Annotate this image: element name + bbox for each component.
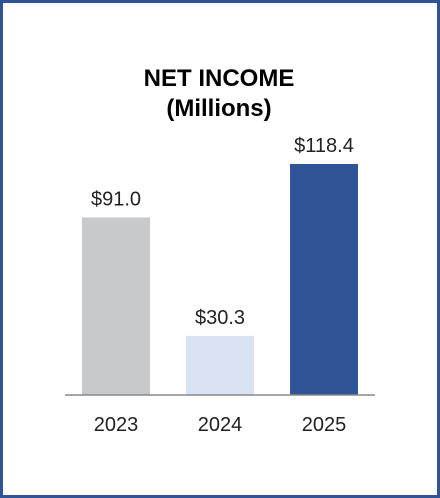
bars-group: $91.0 $30.3 $118.4 <box>82 135 358 395</box>
chart-title: NET INCOME <box>144 65 295 92</box>
bar-2023 <box>82 217 150 395</box>
data-label-2023: $91.0 <box>91 188 141 210</box>
bar-2025 <box>290 164 358 395</box>
tick-labels-group: 2023 2024 2025 <box>94 414 347 436</box>
tick-label-2024: 2024 <box>198 414 243 436</box>
tick-label-2025: 2025 <box>302 414 347 436</box>
chart-subtitle: (Millions) <box>166 95 271 122</box>
data-label-2024: $30.3 <box>195 307 245 329</box>
data-label-2025: $118.4 <box>294 135 354 157</box>
bar-2024 <box>186 335 254 395</box>
net-income-chart: NET INCOME (Millions) $91.0 $30.3 $118.4 2… <box>65 65 375 436</box>
tick-label-2023: 2023 <box>94 414 139 436</box>
